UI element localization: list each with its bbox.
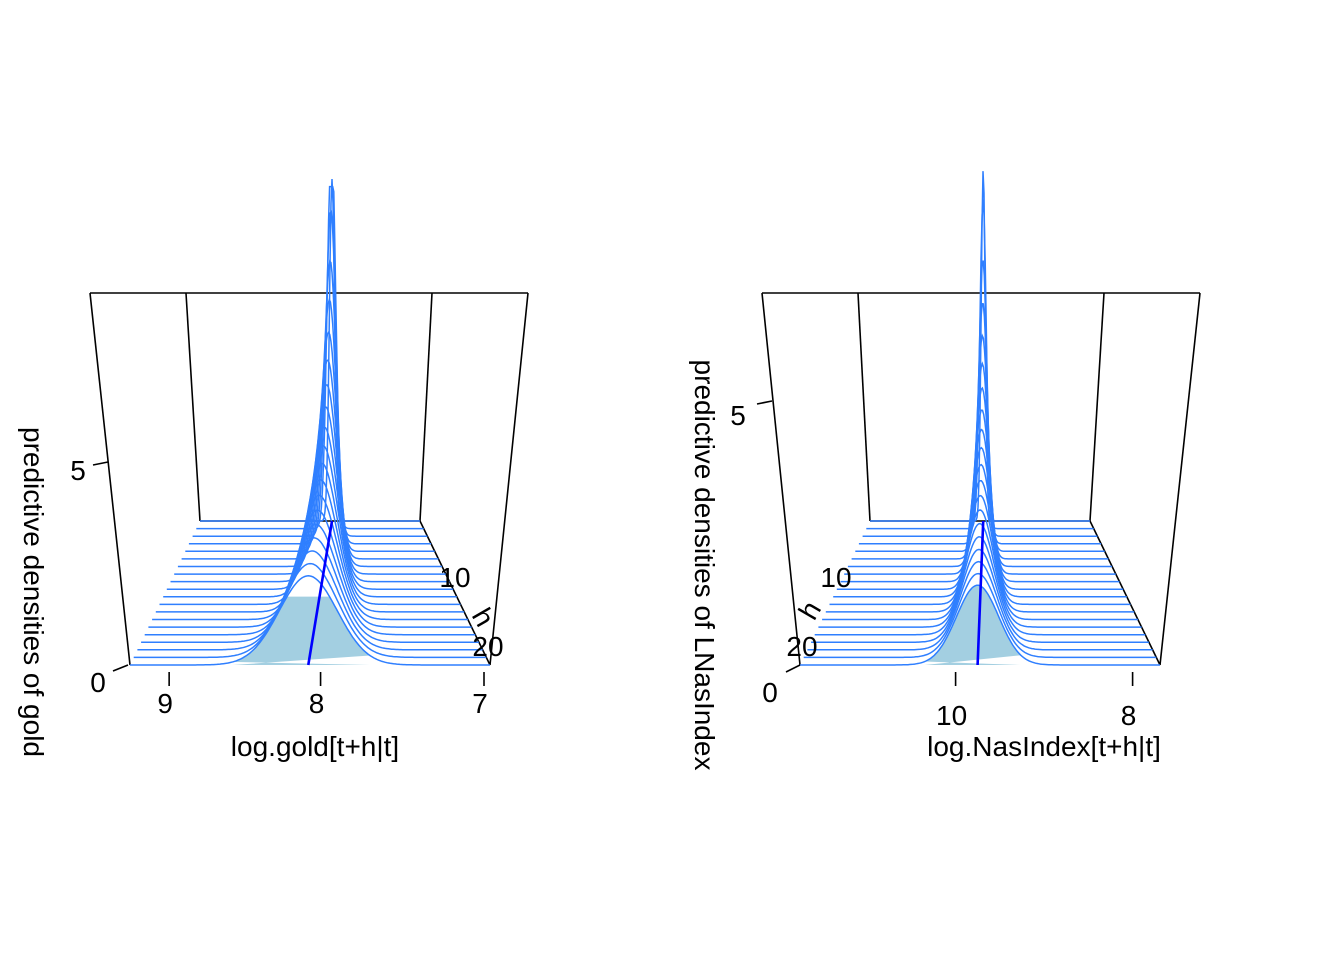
z-tick-label: 0 (90, 667, 106, 698)
density-ridge-h8 (844, 409, 1116, 575)
density-ridge-h16 (144, 523, 476, 636)
axis-ticks: 10 8 0 5 10 20 h (730, 400, 1136, 731)
x-tick-label: 7 (472, 688, 488, 719)
density-ridge-h19 (133, 562, 487, 659)
x-tick-label: 8 (309, 688, 325, 719)
density-ridge-h12 (159, 462, 461, 606)
density-ridge-h1 (200, 178, 420, 522)
mean-forecast-path (307, 520, 334, 666)
x-tick-label: 10 (936, 700, 967, 731)
front-right-edge (489, 292, 529, 666)
z-tick-mark (756, 400, 773, 405)
mean-line (307, 520, 334, 666)
x-tick-label: 9 (157, 688, 173, 719)
density-ridge-h9 (840, 428, 1120, 583)
density-ridge-h11 (833, 463, 1127, 598)
density-ridges (130, 178, 490, 666)
shaded-band (232, 596, 370, 665)
h-tick-label: 10 (820, 562, 851, 593)
back-right-edge (1089, 292, 1105, 522)
bottom-right-edge (419, 520, 491, 666)
density-ridge-h10 (836, 446, 1124, 590)
density-ridge-h17 (141, 537, 479, 644)
h-tick-label: 20 (786, 631, 817, 662)
z-tick-mark (112, 664, 129, 672)
back-left-edge (185, 292, 201, 522)
density-ridge-h6 (181, 330, 439, 560)
density-ridge-h12 (829, 480, 1131, 606)
density-ridge-h4 (858, 302, 1102, 545)
z-tick-label: 5 (70, 455, 86, 486)
front-right-edge (1159, 292, 1201, 666)
density-ridge-h5 (185, 297, 435, 553)
density-ridge-h15 (148, 509, 472, 628)
back-left-edge (857, 292, 871, 522)
density-ridge-h16 (814, 536, 1146, 636)
z-axis-label: predictive densities of gold (18, 427, 49, 757)
predictive-interval-fill (232, 596, 370, 665)
density-ridge-h18 (137, 550, 483, 651)
density-ridge-h17 (811, 548, 1149, 644)
z-tick-mark (785, 664, 801, 673)
nasindex-density-panel: 10 8 0 5 10 20 h log.NasIndex[t+h|t] predictiv… (689, 171, 1201, 771)
front-left-edge (89, 292, 131, 666)
density-ridge-h15 (818, 522, 1142, 628)
density-ridge-h9 (170, 405, 450, 583)
x-axis-label: log.gold[t+h|t] (231, 731, 399, 762)
density-ridge-h14 (822, 509, 1138, 621)
z-tick-label: 5 (730, 400, 746, 431)
mean-forecast-path (976, 520, 985, 666)
density-ridge-h18 (807, 560, 1153, 651)
z-axis-label: predictive densities of LNasIndex (689, 360, 720, 771)
density-ridge-h5 (855, 333, 1105, 553)
back-right-edge (419, 292, 433, 522)
density-ridge-h8 (174, 384, 446, 575)
density-ridge-h7 (177, 358, 443, 568)
density-ridge-h13 (825, 494, 1135, 613)
mean-line (976, 520, 985, 666)
front-left-edge (761, 292, 801, 666)
x-axis-label: log.NasIndex[t+h|t] (927, 731, 1161, 762)
h-tick-label: 10 (439, 562, 470, 593)
bottom-right-edge (1089, 520, 1161, 666)
density-ridges (800, 171, 1160, 666)
h-tick-label: 20 (472, 631, 503, 662)
h-axis-label: h (792, 596, 827, 625)
density-ridge-h14 (152, 494, 468, 621)
density-ridge-h6 (851, 361, 1109, 560)
density-ridge-h3 (192, 210, 428, 537)
density-ridge-h2 (196, 185, 424, 530)
predictive-interval-fill (924, 585, 1021, 665)
z-tick-mark (92, 461, 109, 466)
shaded-band (924, 585, 1021, 665)
density-ridge-h20 (130, 575, 490, 666)
density-ridge-h13 (155, 479, 465, 613)
z-tick-label: 0 (762, 677, 778, 708)
x-tick-label: 8 (1121, 700, 1137, 731)
density-ridge-h7 (847, 386, 1113, 568)
